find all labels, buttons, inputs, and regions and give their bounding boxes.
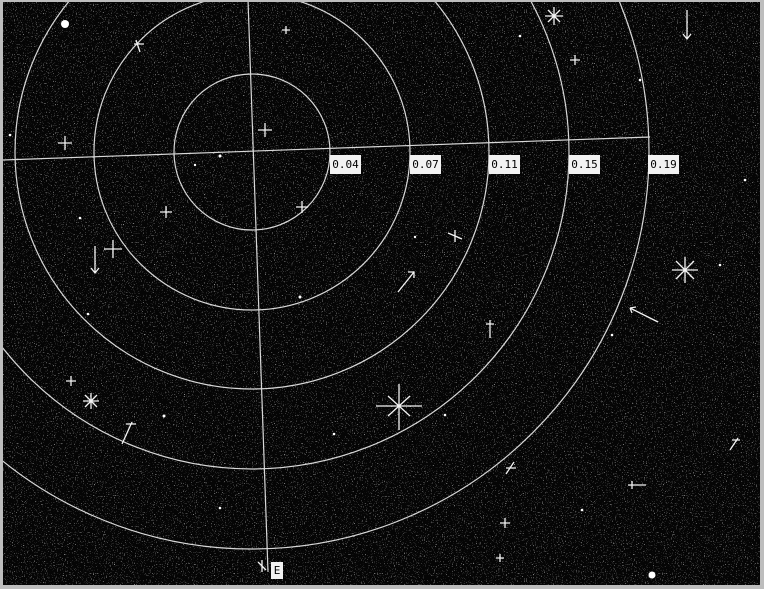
star [397,271,415,293]
ring-labels: 0.04 0.07 0.11 0.15 0.19 E [271,155,679,579]
star [104,240,122,258]
star [83,393,99,409]
star [58,136,72,150]
ring [14,2,490,390]
star [61,20,69,28]
star [580,508,584,512]
ring-label: 0.19 [650,158,677,171]
label-box [410,155,441,174]
sky-noise [3,2,760,585]
star [162,414,166,418]
label-box [569,155,600,174]
star [134,39,144,53]
star [628,481,646,489]
star [496,554,504,562]
star [672,257,698,283]
star [218,506,222,510]
direction-label: E [274,564,281,577]
star [638,78,642,82]
label-box [648,155,679,174]
star [518,34,522,38]
star [257,560,267,572]
star [121,421,136,445]
star [66,376,76,386]
ring [93,2,411,311]
star [545,7,563,25]
star [629,306,659,323]
axis-line [247,2,269,573]
ring [3,2,650,550]
ring [3,2,570,470]
star [193,163,197,167]
star [610,333,614,337]
star [718,263,722,267]
ring [173,73,331,231]
star [570,55,580,65]
star [282,26,290,34]
star [376,384,422,430]
star [682,10,692,41]
star [8,133,12,137]
star [729,437,740,451]
star [86,312,90,316]
stars [8,7,747,579]
star [447,230,463,242]
polar-grid [3,2,651,573]
ring-label: 0.04 [332,158,359,171]
ring-label: 0.07 [412,158,439,171]
star [160,206,172,218]
label-box [489,155,520,174]
star [486,320,494,338]
ring-label: 0.15 [571,158,598,171]
star [743,178,747,182]
star [296,201,308,213]
star [78,216,82,220]
star [218,154,222,158]
star [443,413,447,417]
star [413,235,417,239]
label-box [271,562,283,579]
star [500,518,510,528]
star [505,461,516,475]
star [258,123,272,137]
star [648,571,656,579]
label-box [330,155,361,174]
star [298,295,302,299]
star [332,432,336,436]
ring-label: 0.11 [491,158,518,171]
star [90,246,100,275]
axis-line [3,136,651,161]
